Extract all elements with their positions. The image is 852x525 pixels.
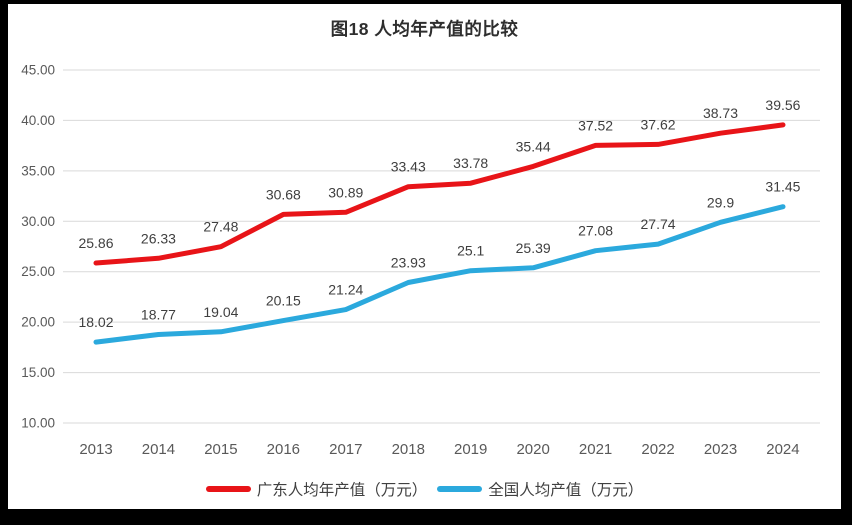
data-label-series-1: 21.24 (328, 282, 363, 298)
x-axis-tick-label: 2017 (329, 441, 362, 458)
x-axis-tick-label: 2015 (204, 441, 237, 458)
data-label-series-0: 37.52 (578, 117, 613, 133)
data-label-series-1: 27.08 (578, 223, 613, 239)
x-axis-tick-label: 2013 (79, 441, 112, 458)
data-label-series-0: 35.44 (516, 138, 551, 154)
data-label-series-1: 20.15 (266, 293, 301, 309)
series-line-0 (93, 122, 786, 266)
data-label-series-0: 38.73 (703, 105, 738, 121)
y-axis-tick-label: 45.00 (21, 63, 55, 78)
x-axis-tick-label: 2019 (454, 441, 487, 458)
data-label-series-0: 39.56 (765, 97, 800, 113)
legend-line-swatch-blue (437, 486, 483, 492)
series-line-1 (93, 204, 786, 345)
x-axis-tick-label: 2014 (142, 441, 175, 458)
data-label-series-0: 37.62 (641, 116, 676, 132)
y-axis-tick-label: 35.00 (21, 163, 55, 178)
data-label-series-0: 30.89 (328, 184, 363, 200)
data-label-series-1: 19.04 (203, 304, 238, 320)
data-label-series-0: 26.33 (141, 230, 176, 246)
y-axis-tick-label: 40.00 (21, 113, 55, 128)
x-axis-tick-label: 2021 (579, 441, 612, 458)
data-label-series-1: 29.9 (707, 194, 734, 210)
legend-line-swatch-red (205, 486, 251, 492)
data-label-series-1: 18.02 (78, 314, 113, 330)
y-axis-tick-label: 15.00 (21, 365, 55, 380)
legend-label-guangdong: 广东人均年产值（万元） (256, 482, 428, 499)
legend-label-national: 全国人均产值（万元） (488, 482, 644, 499)
x-axis-tick-label: 2016 (267, 441, 300, 458)
legend-item-guangdong: 广东人均年产值（万元） (205, 478, 428, 500)
chart-canvas: 图18 人均年产值的比较 10.00 15.00 20.00 25.00 30.00 35… (8, 4, 841, 509)
line-chart-plot-area: 10.00 15.00 20.00 25.00 30.00 35.00 40.00 45.00… (21, 63, 820, 458)
data-label-series-0: 33.78 (453, 155, 488, 171)
x-axis-tick-label: 2020 (516, 441, 549, 458)
x-axis-tick-label: 2023 (704, 441, 737, 458)
data-label-series-1: 31.45 (765, 179, 800, 195)
data-label-series-0: 27.48 (203, 219, 238, 235)
x-axis-tick-label: 2018 (392, 441, 425, 458)
data-label-series-0: 30.68 (266, 186, 301, 202)
x-axis-tick-label: 2024 (766, 441, 799, 458)
data-label-series-1: 25.1 (457, 243, 484, 259)
x-axis-tick-label: 2022 (641, 441, 674, 458)
y-axis-tick-label: 25.00 (21, 264, 55, 279)
chart-title: 图18 人均年产值的比较 (330, 19, 519, 39)
data-label-series-1: 18.77 (141, 307, 176, 323)
data-label-series-1: 27.74 (641, 216, 676, 232)
data-label-series-0: 33.43 (391, 159, 426, 175)
y-axis-tick-label: 20.00 (21, 315, 55, 330)
legend-item-national: 全国人均产值（万元） (437, 478, 643, 500)
y-axis-tick-label: 10.00 (21, 416, 55, 431)
y-axis-tick-label: 30.00 (21, 214, 55, 229)
data-label-series-1: 25.39 (516, 240, 551, 256)
chart-legend: 广东人均年产值（万元） 全国人均产值（万元） (8, 478, 841, 500)
data-label-series-0: 25.86 (78, 235, 113, 251)
data-label-series-1: 23.93 (391, 255, 426, 271)
